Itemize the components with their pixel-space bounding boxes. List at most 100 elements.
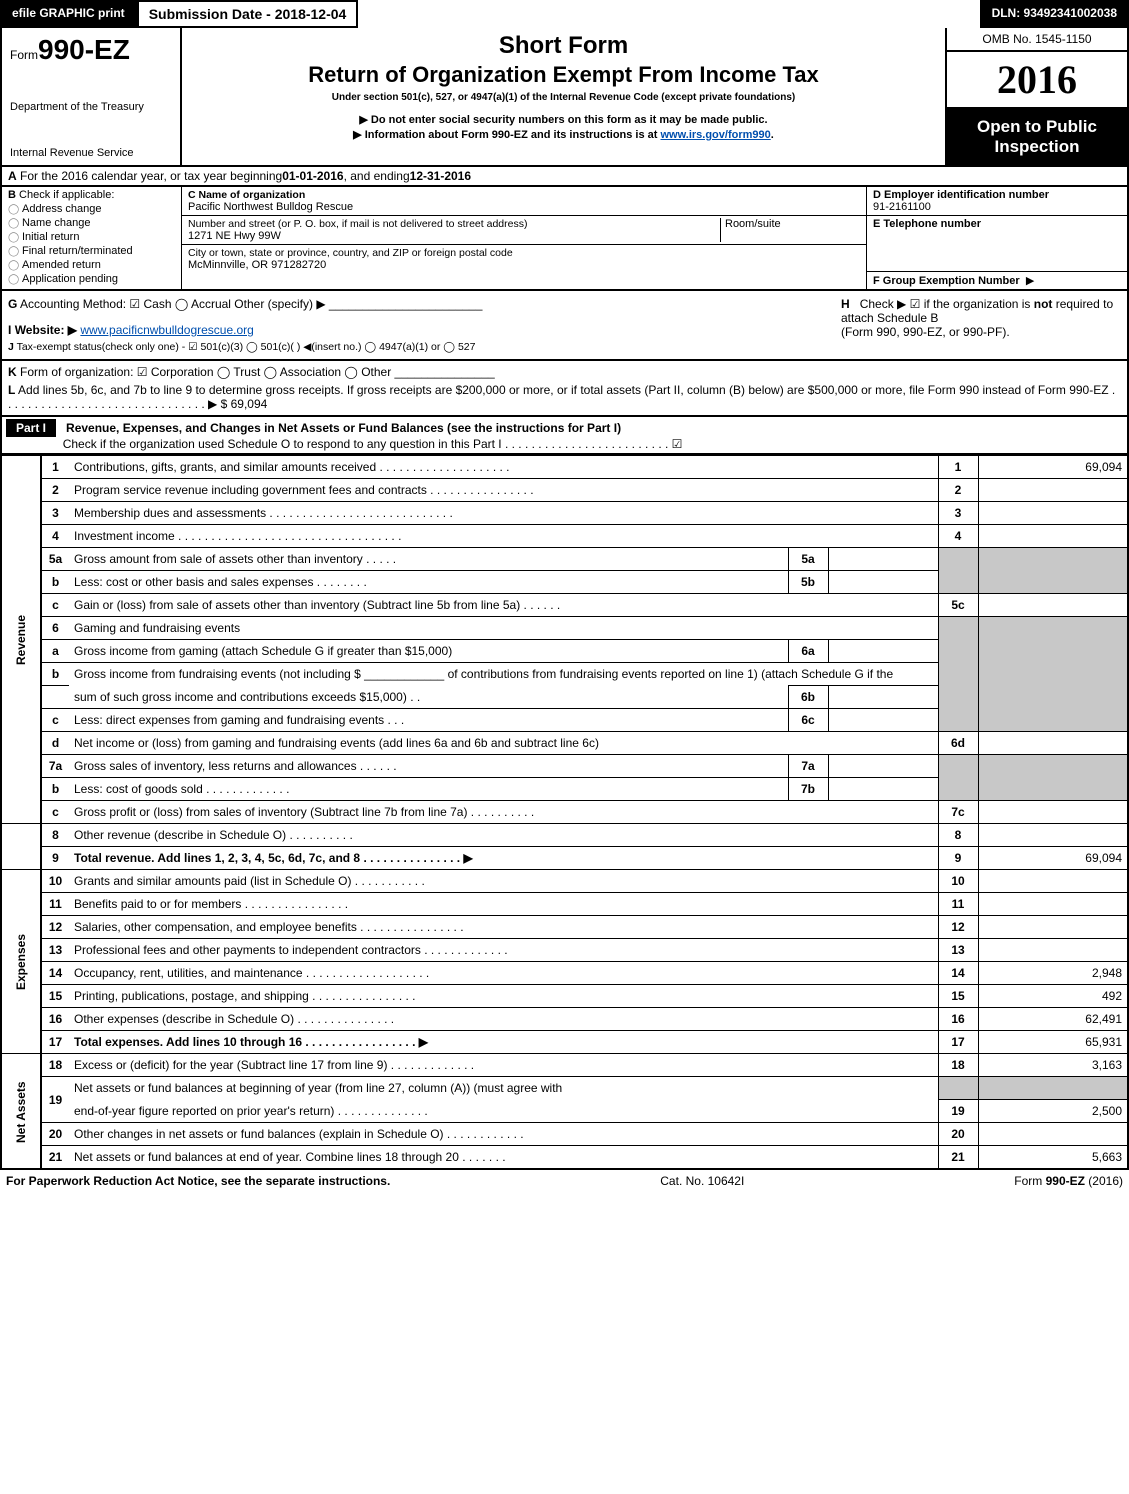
l6c-sub: 6c <box>788 709 828 732</box>
l11-val <box>978 893 1128 916</box>
l7a-d: Gross sales of inventory, less returns a… <box>69 755 788 778</box>
l19-val: 2,500 <box>978 1100 1128 1123</box>
l6c-d: Less: direct expenses from gaming and fu… <box>69 709 788 732</box>
letter-H: H <box>841 297 850 311</box>
l21-val: 5,663 <box>978 1146 1128 1169</box>
l9-ref: 9 <box>938 847 978 870</box>
grey-19 <box>938 1077 978 1100</box>
l8-n: 8 <box>41 824 69 847</box>
l5b-subval <box>828 571 938 594</box>
l13-ref: 13 <box>938 939 978 962</box>
b-label: Check if applicable: <box>19 189 114 201</box>
l21-ref: 21 <box>938 1146 978 1169</box>
l21-d: Net assets or fund balances at end of ye… <box>69 1146 938 1169</box>
letter-L: L <box>8 383 15 397</box>
l3-n: 3 <box>41 502 69 525</box>
a-begin: 01-01-2016 <box>282 169 343 183</box>
l14-d: Occupancy, rent, utilities, and maintena… <box>69 962 938 985</box>
dept-irs: Internal Revenue Service <box>10 147 172 159</box>
h-pre: Check ▶ ☑ if the organization is <box>860 297 1034 311</box>
foot-mid: Cat. No. 10642I <box>390 1174 1014 1188</box>
l18-n: 18 <box>41 1054 69 1077</box>
form-prefix: Form <box>10 48 38 62</box>
l7c-val <box>978 801 1128 824</box>
l5b-n: b <box>41 571 69 594</box>
l11-d: Benefits paid to or for members . . . . … <box>69 893 938 916</box>
website-link[interactable]: www.pacificnwbulldogrescue.org <box>80 323 253 337</box>
l6-n: 6 <box>41 617 69 640</box>
l2-n: 2 <box>41 479 69 502</box>
l10-ref: 10 <box>938 870 978 893</box>
l7c-ref: 7c <box>938 801 978 824</box>
cb-amended-return[interactable]: Amended return <box>8 259 175 271</box>
l12-val <box>978 916 1128 939</box>
cb-application-pending[interactable]: Application pending <box>8 273 175 285</box>
irs-link[interactable]: www.irs.gov/form990 <box>661 129 771 141</box>
l17-n: 17 <box>41 1031 69 1054</box>
l5b-d: Less: cost or other basis and sales expe… <box>69 571 788 594</box>
l4-ref: 4 <box>938 525 978 548</box>
h-not: not <box>1034 297 1053 311</box>
side-revenue-cont <box>1 824 41 870</box>
letter-G: G <box>8 297 17 311</box>
l10-val <box>978 870 1128 893</box>
foot-r-b: 990-EZ <box>1046 1174 1085 1188</box>
l9-val: 69,094 <box>978 847 1128 870</box>
room-suite-label: Room/suite <box>720 218 860 242</box>
letter-B: B <box>8 189 16 201</box>
cb-address-change[interactable]: Address change <box>8 203 175 215</box>
row-L: L Add lines 5b, 6c, and 7b to line 9 to … <box>8 383 1121 411</box>
l12-n: 12 <box>41 916 69 939</box>
dept-treasury: Department of the Treasury <box>10 101 172 113</box>
cb-name-change[interactable]: Name change <box>8 217 175 229</box>
submission-date: Submission Date - 2018-12-04 <box>137 0 359 28</box>
l9-n: 9 <box>41 847 69 870</box>
cb-final-return[interactable]: Final return/terminated <box>8 245 175 257</box>
l7c-d: Gross profit or (loss) from sales of inv… <box>69 801 938 824</box>
org-name: Pacific Northwest Bulldog Rescue <box>188 201 860 213</box>
l7a-sub: 7a <box>788 755 828 778</box>
return-title: Return of Organization Exempt From Incom… <box>190 62 937 88</box>
l6b-sub: 6b <box>788 686 828 709</box>
l17-val: 65,931 <box>978 1031 1128 1054</box>
grey-6 <box>938 617 978 732</box>
grey-5 <box>938 548 978 594</box>
l7b-sub: 7b <box>788 778 828 801</box>
i-label: Website: ▶ <box>15 323 77 337</box>
l1-d: Contributions, gifts, grants, and simila… <box>69 456 938 479</box>
l16-d: Other expenses (describe in Schedule O) … <box>69 1008 938 1031</box>
l5c-d: Gain or (loss) from sale of assets other… <box>69 594 938 617</box>
l17-d: Total expenses. Add lines 10 through 16 … <box>69 1031 938 1054</box>
l6c-n: c <box>41 709 69 732</box>
letter-A: A <box>8 169 17 183</box>
l7b-subval <box>828 778 938 801</box>
foot-left: For Paperwork Reduction Act Notice, see … <box>6 1174 390 1188</box>
row-J: J Tax-exempt status(check only one) - ☑ … <box>8 341 841 353</box>
l6d-val <box>978 732 1128 755</box>
l1-n: 1 <box>41 456 69 479</box>
l7b-d: Less: cost of goods sold . . . . . . . .… <box>69 778 788 801</box>
l19-d2: end-of-year figure reported on prior yea… <box>69 1100 938 1123</box>
c-label: C Name of organization <box>188 189 860 201</box>
l1-ref: 1 <box>938 456 978 479</box>
l13-n: 13 <box>41 939 69 962</box>
l8-d: Other revenue (describe in Schedule O) .… <box>69 824 938 847</box>
l5b-sub: 5b <box>788 571 828 594</box>
cb-initial-return[interactable]: Initial return <box>8 231 175 243</box>
d-label: D Employer identification number <box>873 189 1121 201</box>
grey-7v <box>978 755 1128 801</box>
k-text: Form of organization: ☑ Corporation ◯ Tr… <box>20 365 391 379</box>
row-I: I Website: ▶ www.pacificnwbulldogrescue.… <box>8 323 841 337</box>
l21-n: 21 <box>41 1146 69 1169</box>
l13-d: Professional fees and other payments to … <box>69 939 938 962</box>
e-label: E Telephone number <box>873 218 1121 230</box>
l6a-n: a <box>41 640 69 663</box>
j-text: Tax-exempt status(check only one) - ☑ 50… <box>17 341 476 353</box>
city-label: City or town, state or province, country… <box>188 247 860 259</box>
l9-d: Total revenue. Add lines 1, 2, 3, 4, 5c,… <box>69 847 938 870</box>
l4-val <box>978 525 1128 548</box>
f-label: F Group Exemption Number <box>873 275 1020 287</box>
short-form-label: Short Form <box>190 32 937 60</box>
l7a-n: 7a <box>41 755 69 778</box>
l17-db: Total expenses. Add lines 10 through 16 … <box>74 1035 428 1049</box>
